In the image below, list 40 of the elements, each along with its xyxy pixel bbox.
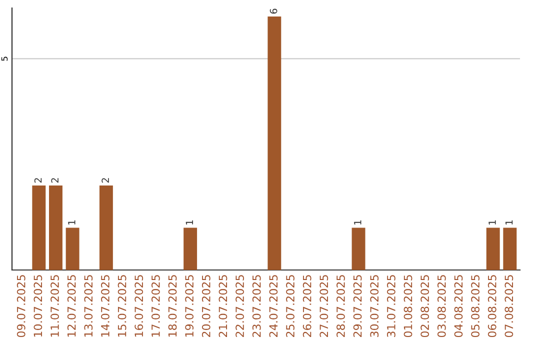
- x-tick-label: 28.07.2025: [336, 275, 345, 337]
- data-label: 1: [488, 220, 496, 225]
- x-tick-label: 06.08.2025: [488, 275, 496, 338]
- x-tick-label: 16.07.2025: [134, 275, 144, 337]
- data-label: 1: [506, 220, 513, 225]
- x-tick-label: 30.07.2025: [370, 275, 379, 337]
- x-tick-label: 24.07.2025: [269, 275, 278, 337]
- x-tick-label: 05.08.2025: [471, 275, 480, 338]
- x-tick-label: 07.08.2025: [504, 275, 514, 338]
- x-tick-label: 27.07.2025: [320, 275, 328, 337]
- x-tick-label: 04.08.2025: [454, 275, 463, 338]
- x-tick-label: 21.07.2025: [218, 275, 228, 337]
- data-label: 1: [354, 220, 362, 225]
- data-label: 2: [34, 178, 42, 183]
- x-tick-label: 23.07.2025: [252, 275, 261, 337]
- x-tick-label: 13.07.2025: [84, 275, 93, 337]
- x-tick-label: 18.07.2025: [168, 275, 177, 337]
- x-tick-label: 31.07.2025: [386, 275, 396, 337]
- x-tick-label: 17.07.2025: [151, 275, 160, 337]
- x-tick-label: 12.07.2025: [67, 275, 76, 337]
- x-tick-label: 02.08.2025: [420, 275, 430, 338]
- x-tick-label: 22.07.2025: [236, 275, 244, 337]
- y-tick-label: 5: [1, 56, 8, 61]
- data-label: 1: [68, 220, 76, 225]
- x-tick-label: 26.07.2025: [302, 275, 312, 337]
- x-tick-label: 10.07.2025: [34, 275, 42, 337]
- x-tick-label: 11.07.2025: [50, 275, 59, 337]
- data-label: 2: [102, 178, 109, 183]
- x-tick-label: 15.07.2025: [118, 275, 126, 337]
- x-tick-label: 29.07.2025: [353, 275, 362, 337]
- x-tick-label: 09.07.2025: [16, 275, 26, 338]
- data-label: 2: [51, 178, 58, 183]
- data-label: 1: [186, 220, 193, 225]
- x-tick-label: 01.08.2025: [404, 275, 412, 338]
- x-tick-label: 19.07.2025: [185, 275, 194, 337]
- x-tick-label: 03.08.2025: [437, 275, 446, 338]
- x-tick-label: 20.07.2025: [202, 275, 210, 337]
- data-label: 6: [270, 8, 278, 14]
- x-tick-label: 25.07.2025: [286, 275, 294, 337]
- x-tick-label: 14.07.2025: [101, 275, 110, 337]
